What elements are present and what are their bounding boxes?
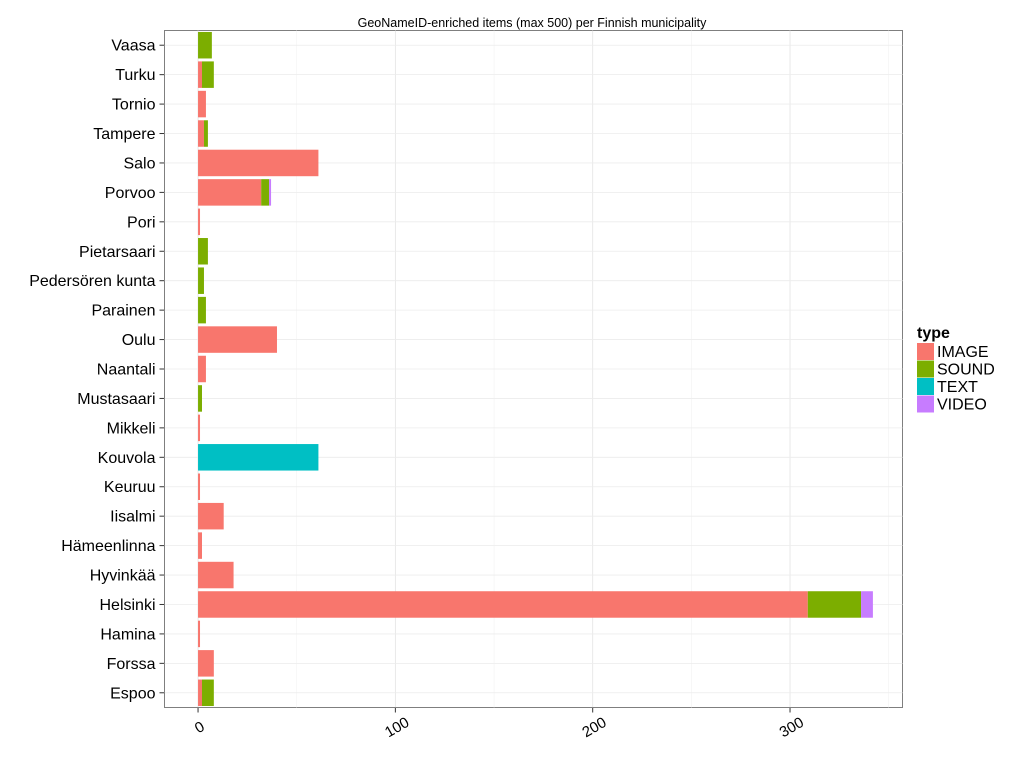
bar-image [198, 90, 206, 118]
bar-sound [198, 31, 212, 59]
y-tick-label: Iisalmi [110, 509, 155, 526]
legend-key-image [917, 343, 934, 360]
bar-sound [198, 238, 208, 265]
bar-text [198, 444, 319, 471]
chart-title: GeoNameID-enriched items (max 500) per F… [358, 16, 707, 30]
y-tick-label: Pietarsaari [79, 244, 155, 261]
bar-image [198, 591, 808, 618]
y-tick-label: Espoo [110, 685, 155, 702]
y-tick-label: Pedersören kunta [29, 273, 155, 290]
legend-label-text: TEXT [937, 379, 978, 396]
bar-image [198, 208, 201, 236]
y-tick-label: Mustasaari [77, 391, 155, 408]
bar-image [198, 120, 204, 147]
y-tick-label: Mikkeli [107, 420, 156, 437]
x-tick-label: 300 [777, 714, 807, 741]
y-tick-label: Hamina [100, 626, 155, 643]
y-tick-label: Turku [115, 67, 155, 84]
legend-label-image: IMAGE [937, 344, 989, 361]
legend-label-video: VIDEO [937, 397, 987, 414]
y-tick-label: Kouvola [98, 450, 156, 467]
bar-image [198, 561, 234, 589]
y-tick-label: Oulu [122, 332, 156, 349]
bar-image [198, 473, 201, 500]
bar-sound [198, 296, 206, 324]
x-tick-label: 200 [579, 714, 609, 741]
bar-image [198, 61, 202, 88]
legend-key-text [917, 378, 934, 395]
bar-sound [201, 61, 214, 88]
y-tick-label: Parainen [91, 303, 155, 320]
bars [198, 31, 873, 707]
bar-image [198, 650, 214, 677]
bar-sound [261, 179, 270, 206]
x-axis: 0 100 200 300 [192, 707, 807, 741]
bar-video [861, 591, 873, 618]
bar-sound [807, 591, 862, 618]
bar-image [198, 355, 206, 383]
legend-key-video [917, 395, 934, 413]
bar-image [198, 326, 277, 353]
y-tick-label: Salo [123, 155, 155, 172]
legend-title: type [917, 325, 950, 342]
y-tick-label: Vaasa [111, 38, 155, 55]
bar-image [198, 502, 224, 530]
bar-image [198, 679, 202, 707]
y-tick-label: Naantali [97, 362, 156, 379]
y-tick-label: Keuruu [104, 479, 156, 496]
y-tick-label: Hämeenlinna [61, 538, 155, 555]
x-tick-label: 100 [382, 714, 412, 741]
bar-image [198, 532, 202, 559]
bar-video [269, 179, 272, 206]
y-tick-label: Porvoo [105, 185, 156, 202]
y-tick-label: Hyvinkää [90, 568, 156, 585]
bar-sound [198, 267, 204, 294]
y-tick-label: Tornio [112, 97, 156, 114]
x-tick-label: 0 [192, 718, 208, 737]
y-tick-label: Forssa [107, 656, 156, 673]
bar-image [198, 179, 262, 206]
y-tick-label: Tampere [93, 126, 155, 143]
bar-image [198, 620, 201, 648]
legend-key-sound [917, 360, 934, 378]
legend-label-sound: SOUND [937, 362, 995, 379]
bar-sound [203, 120, 208, 147]
bar-sound [201, 679, 214, 707]
y-axis: Vaasa Turku Tornio Tampere Salo Porvoo Pori Pie… [29, 38, 165, 702]
bar-image [198, 414, 201, 442]
bar-sound [198, 385, 202, 412]
y-tick-label: Pori [127, 214, 155, 231]
y-tick-label: Helsinki [99, 597, 155, 614]
bar-image [198, 149, 319, 177]
